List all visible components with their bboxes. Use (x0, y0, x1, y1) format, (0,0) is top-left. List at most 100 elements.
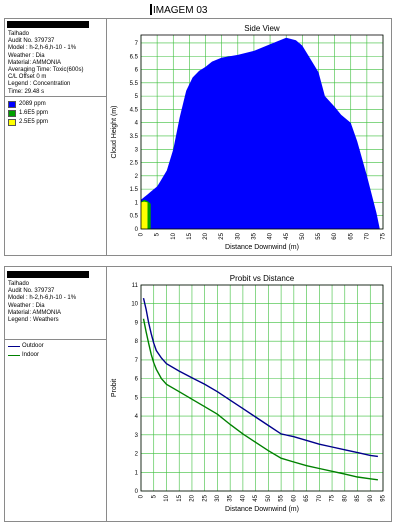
info-line: Time: 29.48 s (8, 88, 45, 95)
y-tick-label: 1.5 (130, 187, 139, 193)
x-tick-label: 15 (187, 232, 193, 239)
x-tick-label: 45 (284, 232, 290, 239)
y-axis-label: Probit (111, 379, 118, 397)
y-tick-label: 0 (135, 489, 139, 495)
series-line-outdoor (142, 297, 378, 458)
chart-title: Side View (244, 24, 280, 33)
y-tick-label: 4 (135, 414, 139, 420)
info-line: Material: AMMONIA (8, 309, 62, 316)
y-tick-label: 11 (132, 283, 139, 289)
y-tick-label: 0.5 (130, 214, 139, 220)
legend-line-swatch (8, 346, 20, 347)
chart-title: Probit vs Distance (230, 274, 295, 283)
x-tick-label: 10 (171, 232, 177, 239)
x-tick-label: 5 (155, 232, 161, 236)
series-area-0 (141, 37, 380, 230)
info-line: Weather : Dia (8, 302, 45, 309)
y-tick-label: 1 (135, 200, 139, 206)
legend-swatch (8, 119, 16, 126)
x-tick-label: 70 (317, 494, 323, 501)
probit-panel: Talhado Audit No. 379737 Model : h-2,h-6,h… (4, 266, 392, 522)
x-tick-label: 65 (348, 232, 354, 239)
x-tick-label: 20 (190, 494, 196, 501)
page-title: IMAGEM 03 (150, 4, 207, 16)
probit-info-box: Talhado Audit No. 379737 Model : h-2,h-6,h… (5, 267, 107, 521)
legend-item: Outdoor (8, 342, 44, 351)
x-tick-label: 35 (228, 494, 234, 501)
probit-info-lines: Talhado Audit No. 379737 Model : h-2,h-6,h… (8, 281, 76, 324)
plot-border (140, 284, 384, 492)
x-tick-label: 5 (151, 494, 157, 498)
info-line: Talhado (8, 31, 30, 37)
info-line: Audit No. 379737 (8, 288, 55, 295)
y-tick-label: 6.5 (130, 54, 139, 60)
info-line: Legend : Weathers (8, 317, 59, 324)
y-tick-label: 3.5 (130, 134, 139, 140)
x-tick-label: 30 (215, 494, 221, 501)
y-axis-label: Cloud Height (m) (111, 106, 118, 159)
x-tick-label: 90 (368, 494, 374, 501)
y-tick-label: 3 (135, 433, 139, 439)
plot-area (141, 285, 383, 491)
x-tick-label: 10 (164, 494, 170, 501)
x-tick-label: 40 (240, 494, 246, 501)
x-tick-label: 45 (253, 494, 259, 501)
y-tick-label: 5 (135, 94, 139, 100)
x-tick-label: 55 (316, 232, 322, 239)
x-tick-label: 50 (300, 232, 306, 239)
x-tick-label: 65 (304, 494, 310, 501)
y-tick-label: 2.5 (130, 161, 139, 167)
series-area-2 (141, 201, 148, 229)
y-tick-label: 6 (135, 377, 139, 383)
x-tick-label: 25 (202, 494, 208, 501)
x-tick-label: 40 (268, 232, 274, 239)
x-tick-label: 95 (381, 494, 387, 501)
x-tick-label: 30 (235, 232, 241, 239)
legend-item: Indoor (8, 351, 44, 360)
y-tick-label: 2 (135, 174, 139, 180)
side-view-panel: Talhado Audit No. 379737 Model : h-2,h-6,h… (4, 18, 392, 256)
x-tick-label: 25 (219, 232, 225, 239)
plot-border (140, 34, 384, 230)
y-tick-label: 3 (135, 147, 139, 153)
y-tick-label: 5.5 (130, 81, 139, 87)
x-axis-label: Distance Downwind (m) (225, 506, 299, 513)
y-tick-label: 10 (131, 302, 138, 308)
legend-label: 1.6E5 ppm (19, 110, 49, 116)
x-axis-label: Distance Downwind (m) (225, 244, 299, 251)
redacted-name-bar (7, 21, 89, 28)
y-tick-label: 7 (135, 41, 139, 47)
info-line: Audit No. 379737 (8, 38, 55, 45)
y-tick-label: 5 (135, 395, 139, 401)
info-divider (5, 339, 106, 340)
legend-swatch (8, 110, 16, 117)
info-divider (5, 96, 106, 97)
y-tick-label: 9 (135, 320, 139, 326)
x-tick-label: 20 (203, 232, 209, 239)
legend-item: 2089 ppm (8, 100, 48, 109)
x-tick-label: 50 (266, 494, 272, 501)
info-line: Model : h-2,h-6,h-10 - 1% (8, 45, 77, 52)
x-tick-label: 60 (332, 232, 338, 239)
info-line: C/L Offset 0 m (8, 74, 47, 81)
legend-item: 2.5E5 ppm (8, 118, 48, 127)
legend-label: Indoor (22, 352, 40, 358)
info-line: Material: AMMONIA (8, 59, 62, 66)
x-tick-label: 0 (139, 494, 145, 498)
y-tick-label: 2 (135, 452, 139, 458)
y-tick-label: 4 (135, 121, 139, 127)
title-cursor-mark (150, 4, 152, 15)
info-line: Model : h-2,h-6,h-10 - 1% (8, 295, 77, 302)
x-tick-label: 70 (364, 232, 370, 239)
redacted-name-bar (7, 271, 89, 278)
x-tick-label: 75 (330, 494, 336, 501)
side-view-info-lines: Talhado Audit No. 379737 Model : h-2,h-6,h… (8, 31, 83, 96)
series-line-indoor (142, 318, 378, 481)
x-tick-label: 80 (342, 494, 348, 501)
concentration-legend: 2089 ppm 1.6E5 ppm 2.5E5 ppm (8, 100, 48, 127)
info-line: Averaging Time: Toxic(600s) (8, 67, 84, 74)
legend-swatch (8, 101, 16, 108)
y-tick-label: 4.5 (130, 107, 139, 113)
